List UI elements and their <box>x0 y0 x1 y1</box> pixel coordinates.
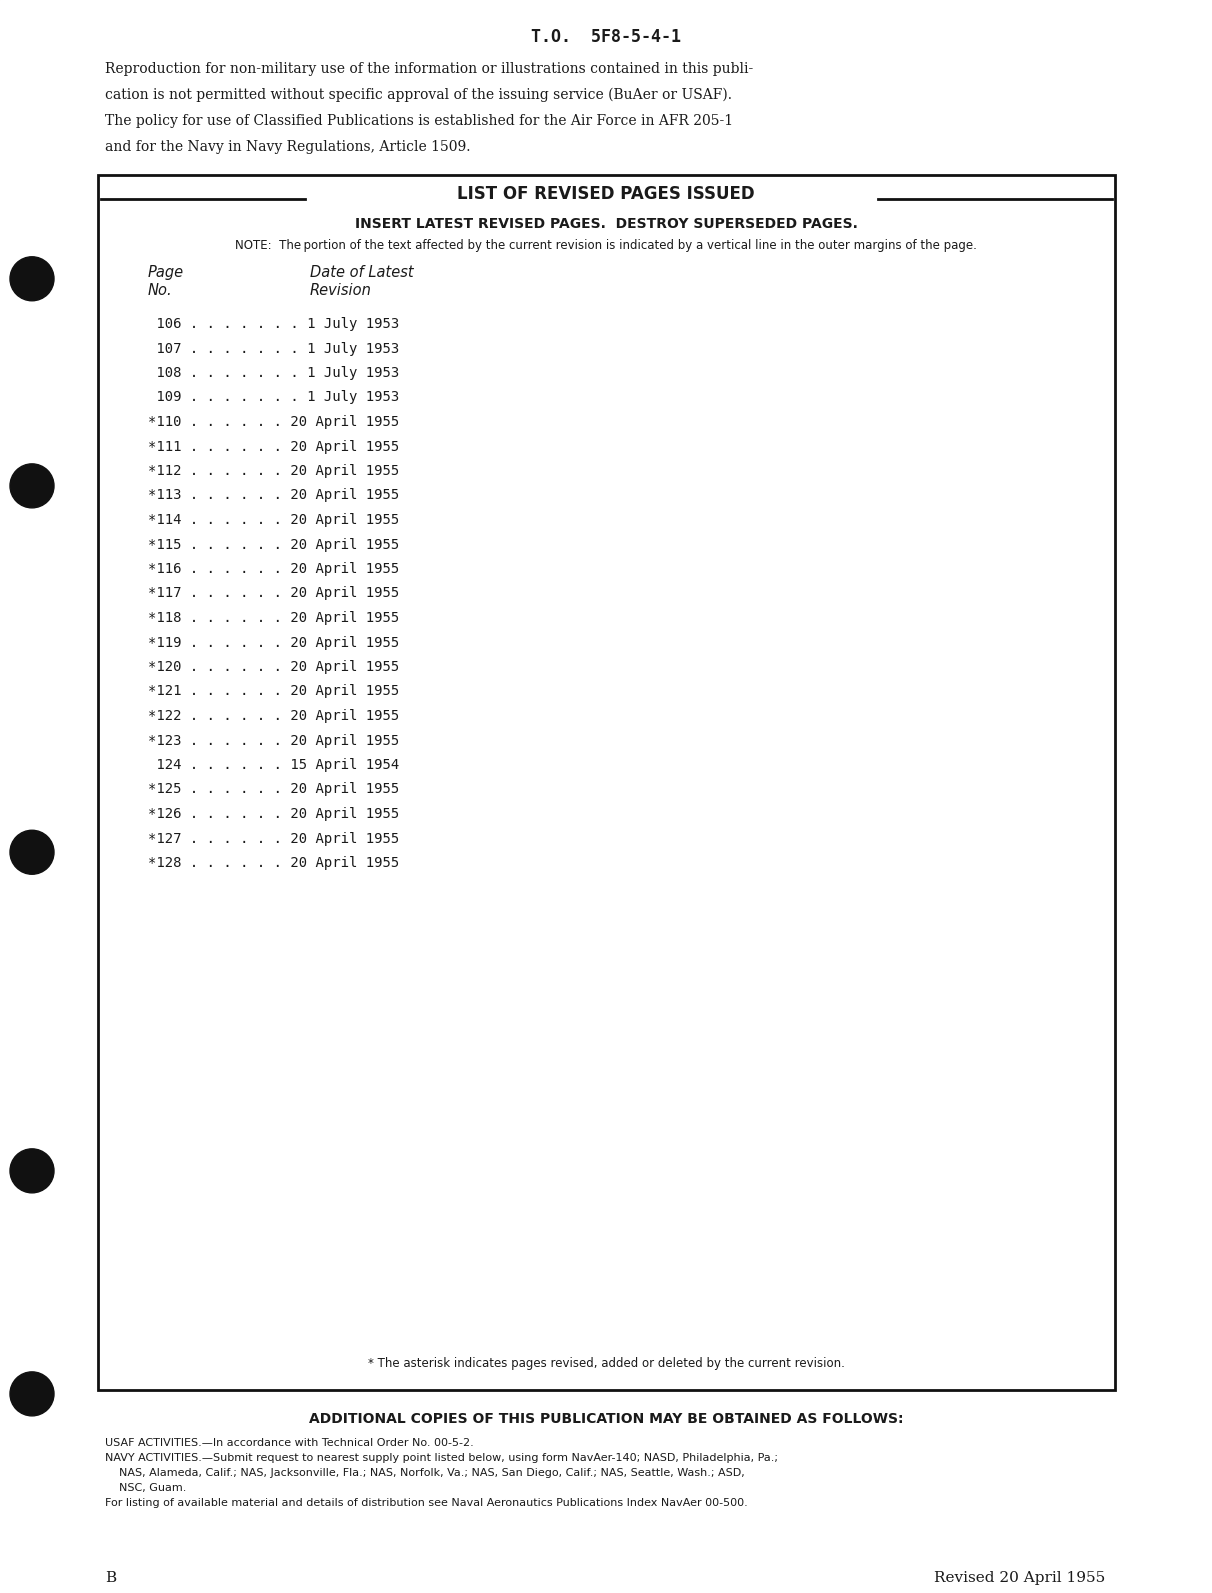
Text: *120 . . . . . . 20 April 1955: *120 . . . . . . 20 April 1955 <box>148 660 399 674</box>
Text: *110 . . . . . . 20 April 1955: *110 . . . . . . 20 April 1955 <box>148 416 399 429</box>
Text: cation is not permitted without specific approval of the issuing service (BuAer : cation is not permitted without specific… <box>105 88 732 102</box>
Text: *123 . . . . . . 20 April 1955: *123 . . . . . . 20 April 1955 <box>148 733 399 747</box>
Text: Page: Page <box>148 264 184 280</box>
Text: NOTE:  The portion of the text affected by the current revision is indicated by : NOTE: The portion of the text affected b… <box>235 239 977 252</box>
Text: Revised 20 April 1955: Revised 20 April 1955 <box>933 1571 1105 1585</box>
Text: LIST OF REVISED PAGES ISSUED: LIST OF REVISED PAGES ISSUED <box>457 185 755 202</box>
Text: *126 . . . . . . 20 April 1955: *126 . . . . . . 20 April 1955 <box>148 808 399 820</box>
Text: 107 . . . . . . . 1 July 1953: 107 . . . . . . . 1 July 1953 <box>148 341 399 355</box>
Text: *122 . . . . . . 20 April 1955: *122 . . . . . . 20 April 1955 <box>148 709 399 723</box>
Text: No.: No. <box>148 284 172 298</box>
Text: Reproduction for non-military use of the information or illustrations contained : Reproduction for non-military use of the… <box>105 62 753 76</box>
Text: *114 . . . . . . 20 April 1955: *114 . . . . . . 20 April 1955 <box>148 513 399 527</box>
Text: and for the Navy in Navy Regulations, Article 1509.: and for the Navy in Navy Regulations, Ar… <box>105 140 470 155</box>
Text: 124 . . . . . . 15 April 1954: 124 . . . . . . 15 April 1954 <box>148 758 399 773</box>
Circle shape <box>10 464 55 508</box>
Text: *125 . . . . . . 20 April 1955: *125 . . . . . . 20 April 1955 <box>148 782 399 796</box>
Text: ADDITIONAL COPIES OF THIS PUBLICATION MAY BE OBTAINED AS FOLLOWS:: ADDITIONAL COPIES OF THIS PUBLICATION MA… <box>309 1411 903 1426</box>
Text: *111 . . . . . . 20 April 1955: *111 . . . . . . 20 April 1955 <box>148 440 399 454</box>
Text: *127 . . . . . . 20 April 1955: *127 . . . . . . 20 April 1955 <box>148 832 399 846</box>
Text: *119 . . . . . . 20 April 1955: *119 . . . . . . 20 April 1955 <box>148 636 399 650</box>
Text: Revision: Revision <box>310 284 372 298</box>
Text: NAVY ACTIVITIES.—Submit request to nearest supply point listed below, using form: NAVY ACTIVITIES.—Submit request to neare… <box>105 1453 778 1462</box>
Text: *116 . . . . . . 20 April 1955: *116 . . . . . . 20 April 1955 <box>148 562 399 577</box>
Text: NSC, Guam.: NSC, Guam. <box>105 1483 187 1493</box>
Text: *118 . . . . . . 20 April 1955: *118 . . . . . . 20 April 1955 <box>148 612 399 624</box>
Text: 108 . . . . . . . 1 July 1953: 108 . . . . . . . 1 July 1953 <box>148 366 399 381</box>
Text: 109 . . . . . . . 1 July 1953: 109 . . . . . . . 1 July 1953 <box>148 390 399 405</box>
Text: *121 . . . . . . 20 April 1955: *121 . . . . . . 20 April 1955 <box>148 685 399 698</box>
Text: *112 . . . . . . 20 April 1955: *112 . . . . . . 20 April 1955 <box>148 464 399 478</box>
Circle shape <box>10 1149 55 1193</box>
Text: *117 . . . . . . 20 April 1955: *117 . . . . . . 20 April 1955 <box>148 586 399 601</box>
Text: 106 . . . . . . . 1 July 1953: 106 . . . . . . . 1 July 1953 <box>148 317 399 331</box>
Text: INSERT LATEST REVISED PAGES.  DESTROY SUPERSEDED PAGES.: INSERT LATEST REVISED PAGES. DESTROY SUP… <box>355 217 857 231</box>
Text: NAS, Alameda, Calif.; NAS, Jacksonville, Fla.; NAS, Norfolk, Va.; NAS, San Diego: NAS, Alameda, Calif.; NAS, Jacksonville,… <box>105 1469 744 1478</box>
Text: USAF ACTIVITIES.—In accordance with Technical Order No. 00-5-2.: USAF ACTIVITIES.—In accordance with Tech… <box>105 1438 474 1448</box>
Text: *113 . . . . . . 20 April 1955: *113 . . . . . . 20 April 1955 <box>148 489 399 502</box>
Text: The policy for use of Classified Publications is established for the Air Force i: The policy for use of Classified Publica… <box>105 115 733 127</box>
Circle shape <box>10 256 55 301</box>
Text: * The asterisk indicates pages revised, added or deleted by the current revision: * The asterisk indicates pages revised, … <box>367 1357 845 1370</box>
Circle shape <box>10 1372 55 1416</box>
Text: For listing of available material and details of distribution see Naval Aeronaut: For listing of available material and de… <box>105 1497 748 1509</box>
Bar <box>98 175 1115 1391</box>
Text: *128 . . . . . . 20 April 1955: *128 . . . . . . 20 April 1955 <box>148 855 399 870</box>
Text: T.O.  5F8-5-4-1: T.O. 5F8-5-4-1 <box>531 29 681 46</box>
Text: Date of Latest: Date of Latest <box>310 264 413 280</box>
Circle shape <box>10 830 55 875</box>
Text: B: B <box>105 1571 116 1585</box>
Text: *115 . . . . . . 20 April 1955: *115 . . . . . . 20 April 1955 <box>148 537 399 551</box>
